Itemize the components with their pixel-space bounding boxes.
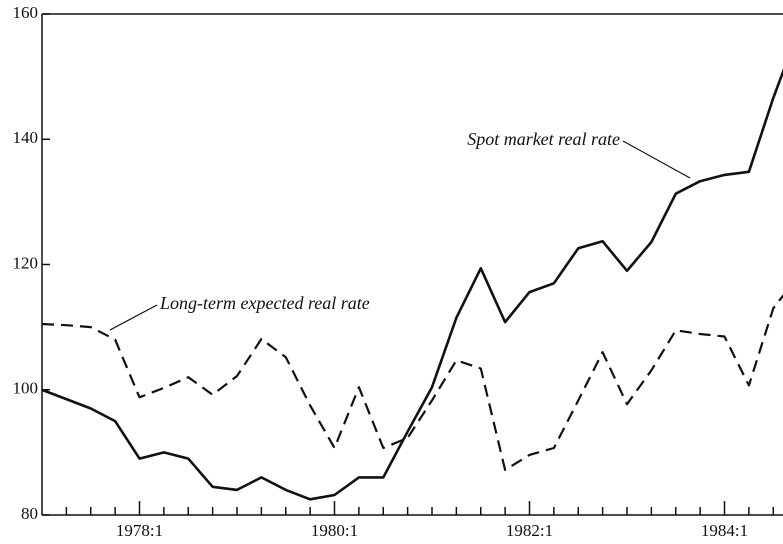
leader-line [109, 304, 158, 331]
y-tick-label: 140 [13, 128, 39, 147]
annotation: Long-term expected real rate [159, 293, 370, 313]
y-tick-label: 100 [13, 379, 39, 398]
plot-area [42, 68, 783, 501]
x-tick-label: 1978:1 [116, 521, 163, 540]
series-line [42, 294, 783, 471]
y-tick-label: 80 [21, 504, 38, 523]
y-tick-label: 120 [13, 253, 39, 272]
x-tick-label: 1984:1 [701, 521, 748, 540]
y-tick-label: 160 [13, 3, 39, 22]
series-line [42, 68, 783, 501]
leader-line [622, 140, 691, 179]
x-tick-label: 1982:1 [506, 521, 553, 540]
annotation: Spot market real rate [467, 129, 620, 149]
x-tick-label: 1980:1 [311, 521, 358, 540]
